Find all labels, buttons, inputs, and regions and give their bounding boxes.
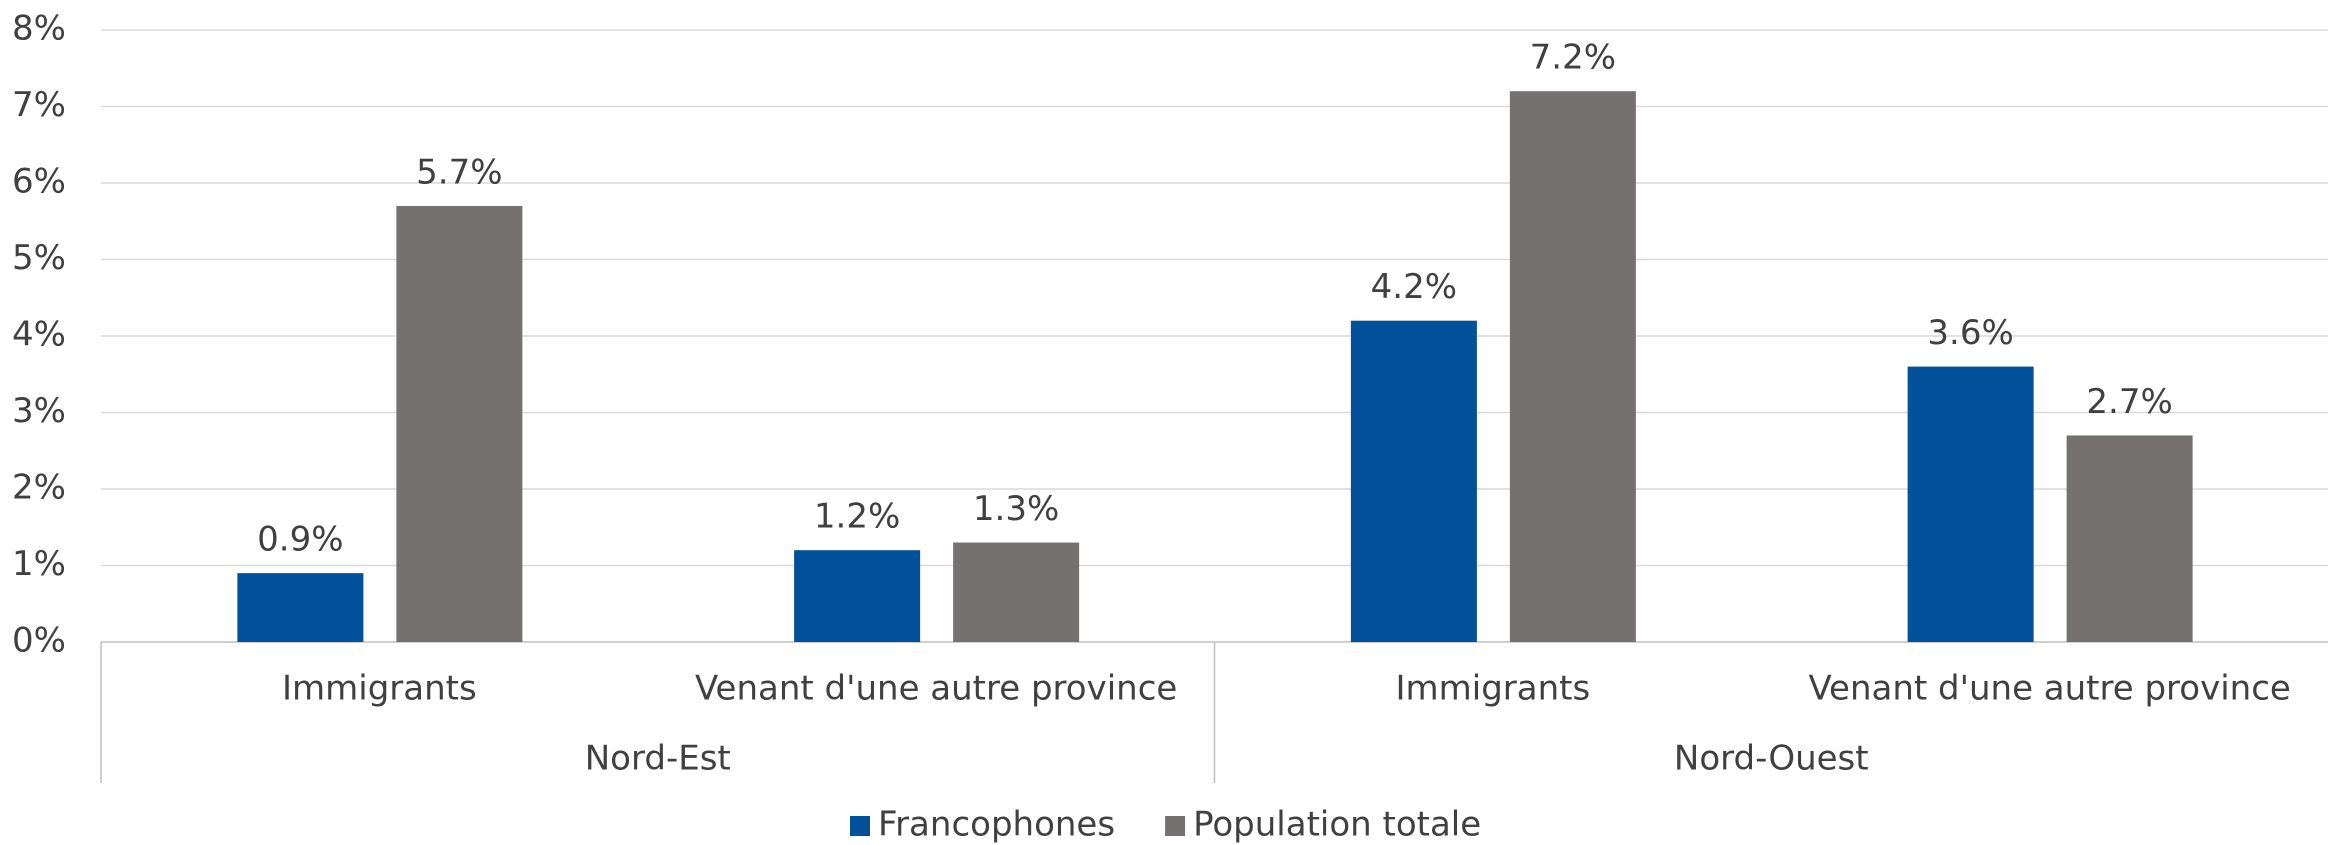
y-tick-label: 6% (12, 162, 66, 202)
y-tick-label: 7% (12, 85, 66, 125)
value-label: 0.9% (257, 520, 343, 560)
x-tick-label: Venant d'une autre province (695, 669, 1177, 709)
bar (1907, 366, 2034, 642)
bar (794, 550, 921, 642)
y-tick-label: 8% (12, 9, 66, 49)
group-label: Nord-Ouest (1674, 739, 1869, 779)
legend-swatch (850, 816, 870, 836)
value-label: 1.2% (814, 497, 900, 537)
y-tick-label: 3% (12, 391, 66, 431)
x-tick-label: Immigrants (282, 669, 477, 709)
x-tick-label: Venant d'une autre province (1808, 669, 2290, 709)
bar (237, 573, 364, 642)
group-label: Nord-Est (585, 739, 731, 779)
bar (396, 205, 523, 642)
bar (1509, 91, 1636, 642)
value-label: 1.3% (973, 489, 1059, 529)
y-tick-label: 5% (12, 238, 66, 278)
value-label: 7.2% (1530, 38, 1616, 78)
value-label: 5.7% (416, 152, 502, 192)
y-tick-label: 1% (12, 544, 66, 584)
legend-label: Population totale (1193, 805, 1481, 845)
value-label: 3.6% (1927, 313, 2013, 353)
bar (1350, 320, 1477, 642)
y-tick-label: 2% (12, 468, 66, 508)
y-tick-label: 0% (12, 621, 66, 661)
y-tick-label: 4% (12, 315, 66, 355)
value-label: 4.2% (1371, 267, 1457, 307)
legend-swatch (1165, 816, 1186, 836)
bar (2066, 435, 2193, 642)
value-label: 2.7% (2086, 382, 2172, 422)
x-tick-label: Immigrants (1396, 669, 1591, 709)
legend-label: Francophones (878, 805, 1115, 845)
bar (953, 542, 1080, 642)
